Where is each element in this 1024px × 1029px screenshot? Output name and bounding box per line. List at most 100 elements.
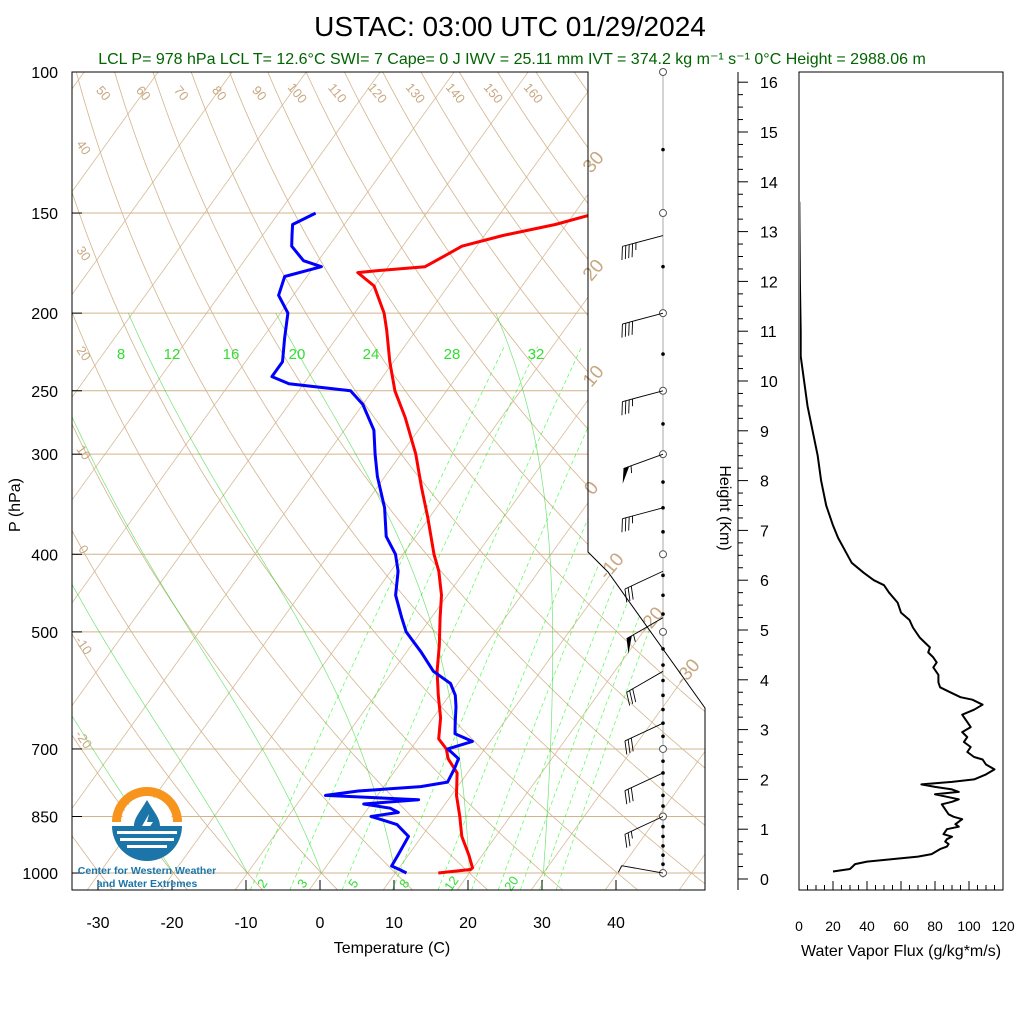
y-tick-label: 850 (31, 809, 58, 826)
logo-text-line-1: Center for Western Weather (78, 865, 216, 877)
moist-adiabat-label: 30 (579, 148, 609, 178)
mixing-ratio-label: 32 (528, 346, 545, 363)
mixing-ratio-label: 3 (294, 876, 310, 891)
moist-adiabat-label: 0 (580, 478, 603, 500)
mixing-ratio-line (290, 346, 538, 890)
y-tick-label: 300 (31, 447, 58, 464)
height-tick-label: 9 (760, 424, 769, 441)
barb-feather (625, 791, 627, 804)
x-tick-label: 20 (459, 915, 477, 932)
barb-shaft (622, 313, 663, 324)
sounding-level-dot (661, 783, 665, 787)
barb-shaft (625, 773, 663, 791)
flux-x-tick-label: 20 (825, 918, 841, 934)
y-tick-label: 250 (31, 384, 58, 401)
sounding-level-dot (661, 759, 665, 763)
dry-adiabat-line (536, 72, 1024, 890)
height-tick-label: 6 (760, 573, 769, 590)
dry-adiabat-line (0, 72, 338, 890)
mixing-ratio-label: 2 (254, 876, 270, 891)
dry-adiabat-line (153, 72, 788, 890)
isotherm-label: 60 (133, 83, 154, 104)
temperature-profile-line (358, 213, 597, 873)
mixing-ratio-label: 24 (363, 346, 380, 363)
barb-half-feather (631, 466, 632, 473)
sounding-level-dot (661, 708, 665, 712)
isotherm-line (753, 72, 1024, 890)
logo-wave-line (127, 845, 167, 848)
barb-half-feather (631, 831, 632, 838)
barb-feather (625, 834, 627, 847)
wind-barb-icon (622, 391, 663, 415)
height-tick-label: 3 (760, 723, 769, 740)
barb-half-feather (618, 866, 621, 873)
barb-shaft (622, 866, 663, 873)
height-tick-label: 12 (760, 274, 778, 291)
sounding-level-dot (661, 574, 665, 578)
barb-feather (631, 788, 633, 801)
flux-x-tick-label: 100 (957, 918, 981, 934)
mixing-ratio-line (438, 346, 662, 890)
dry-adiabat-line (383, 72, 1024, 890)
mandatory-level-marker (660, 69, 667, 76)
height-tick-label: 10 (760, 374, 778, 391)
dry-adiabat-label: -10 (72, 633, 95, 657)
barb-shaft (624, 454, 663, 468)
x-tick-label: 40 (607, 915, 625, 932)
sounding-level-dot (661, 148, 665, 152)
sounding-level-dot (661, 804, 665, 808)
barb-feather (628, 739, 630, 752)
isotherm-label: 70 (171, 83, 192, 104)
dry-adiabat-line (0, 72, 413, 890)
sounding-level-dot (661, 835, 665, 839)
dry-adiabat-label: 30 (73, 243, 94, 263)
logo-wave-line (120, 838, 174, 841)
sounding-level-dot (661, 853, 665, 857)
mixing-ratio-line (342, 346, 582, 890)
x-tick-label: -20 (160, 915, 183, 932)
isotherm-line (0, 72, 306, 890)
flux-x-tick-label: 120 (991, 918, 1015, 934)
isotherm-label: 150 (481, 80, 506, 106)
isotherm-label: 120 (365, 80, 390, 106)
mixing-ratio-label: 5 (345, 876, 361, 891)
sounding-level-dot (661, 825, 665, 829)
barb-shaft (625, 816, 663, 834)
sounding-level-dot (661, 647, 665, 651)
isotherm-label: 130 (403, 80, 428, 106)
flux-x-tick-label: 0 (795, 918, 803, 934)
barb-feather (631, 586, 633, 599)
barb-feather (630, 691, 633, 704)
sounding-level-dot (661, 844, 665, 848)
height-tick-label: 14 (760, 175, 778, 192)
y-tick-label: 1000 (22, 866, 58, 883)
isotherm-label: 160 (521, 80, 546, 106)
sounding-level-dot (661, 530, 665, 534)
dry-adiabat-label: 40 (73, 137, 94, 157)
wind-barb-icon (622, 313, 663, 337)
height-tick-label: 11 (760, 324, 777, 341)
barb-feather (628, 588, 630, 601)
wind-barb-icon (622, 508, 663, 532)
wind-barb-icon (622, 236, 663, 260)
y-tick-label: 200 (31, 306, 58, 323)
logo-text-line-2: and Water Extremes (97, 878, 198, 890)
barb-shaft (622, 508, 663, 519)
isotherm-label: 50 (93, 83, 114, 104)
height-tick-label: 5 (760, 623, 769, 640)
wind-barb-icon (625, 773, 663, 804)
skewt-profiles (272, 213, 597, 873)
chart-subtitle: LCL P= 978 hPa LCL T= 12.6°C SWI= 7 Cape… (98, 51, 926, 68)
dewpoint-profile-line (272, 213, 473, 873)
sounding-level-dot (661, 422, 665, 426)
flux-plot-frame (799, 72, 1003, 890)
moist-adiabat-line (30, 313, 322, 873)
height-tick-label: 2 (760, 772, 769, 789)
mandatory-level-marker (660, 745, 667, 752)
barb-feather (628, 833, 630, 846)
flux-x-axis-label: Water Vapor Flux (g/kg*m/s) (801, 943, 1001, 960)
